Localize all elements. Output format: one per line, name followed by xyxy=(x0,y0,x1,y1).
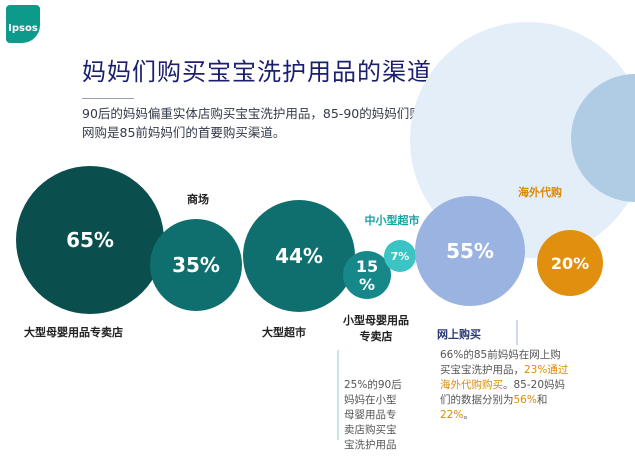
bubble-value-label: 7% xyxy=(391,250,410,263)
annotation-line: 卖店购买宝 xyxy=(344,423,397,436)
decorative-circle xyxy=(571,74,635,202)
bubble-value-label: 65% xyxy=(66,228,114,252)
annotation-highlight: 56% xyxy=(514,394,537,406)
category-label: 小型母婴用品 xyxy=(342,313,409,327)
annotation-highlight: 22% xyxy=(440,409,463,421)
bubble-value-label: 15 xyxy=(356,257,378,276)
title-divider xyxy=(82,98,134,99)
annotation-line: 妈妈在小型 xyxy=(344,393,397,406)
page-title: 妈妈们购买宝宝洗护用品的渠道 xyxy=(82,58,432,86)
annotation-text: 66%的85前妈妈在网上购 xyxy=(440,348,561,361)
annotation-line: 海外代购购买。85-20妈妈 xyxy=(440,378,565,391)
annotation-text: 们的数据分别为 xyxy=(440,393,514,406)
annotation-line: 宝洗护用品 xyxy=(344,438,397,451)
bubble-value-label: 44% xyxy=(275,244,323,268)
subtitle-line: 网购是85前妈妈们的首要购买渠道。 xyxy=(82,125,286,140)
annotation-text: 和 xyxy=(537,394,548,406)
page-subtitle: 90后的妈妈偏重实体店购买宝宝洗护用品，85-90的妈妈们则是线上线下并重， 网… xyxy=(82,104,582,142)
bubble-value-label: 35% xyxy=(172,253,220,277)
ipsos-logo: Ipsos xyxy=(6,5,40,43)
bubble-中小型超市 xyxy=(384,240,416,272)
annotation-line: 66%的85前妈妈在网上购 xyxy=(440,348,561,361)
category-label: 网上购买 xyxy=(437,327,481,341)
bubble-大型超市 xyxy=(243,200,355,312)
category-label: 海外代购 xyxy=(518,185,562,199)
annotation-line: 25%的90后 xyxy=(344,378,402,391)
annotation-highlight: 23%通过 xyxy=(524,363,569,376)
connector-lines xyxy=(337,320,518,440)
bubble-大型母婴用品专卖店 xyxy=(16,166,164,314)
category-label: 商场 xyxy=(187,192,209,206)
bubble-网上购买 xyxy=(415,196,525,306)
bubble-value-label: % xyxy=(359,275,375,294)
annotation-line: 母婴用品专 xyxy=(344,408,397,421)
category-label: 专卖店 xyxy=(360,329,393,343)
annotation-text: 。 xyxy=(463,409,474,421)
annotation-text: 。85-20妈妈 xyxy=(503,378,565,391)
bubble-小型母婴用品专卖店 xyxy=(343,251,391,299)
logo-text: Ipsos xyxy=(8,23,38,34)
bubble-商场 xyxy=(150,219,242,311)
bubble-海外代购 xyxy=(537,230,603,296)
category-label: 中小型超市 xyxy=(365,213,420,227)
annotation-text: 买宝宝洗护用品， xyxy=(440,363,524,376)
subtitle-line: 90后的妈妈偏重实体店购买宝宝洗护用品，85-90的妈妈们则是线上线下并重， xyxy=(82,106,522,121)
bubble-value-label: 20% xyxy=(551,254,589,273)
bubble-value-label: 55% xyxy=(446,239,494,263)
annotation-line: 们的数据分别为56%和 xyxy=(440,393,547,406)
category-label: 大型母婴用品专卖店 xyxy=(24,325,123,339)
annotation-line: 买宝宝洗护用品，23%通过 xyxy=(440,363,569,376)
category-label: 大型超市 xyxy=(262,325,306,339)
annotation-line: 22%。 xyxy=(440,409,474,421)
annotation-highlight: 海外代购购买 xyxy=(440,378,503,391)
bubbles-group: 65% 35% 44% 15% 7% 55% 20% xyxy=(16,166,603,314)
